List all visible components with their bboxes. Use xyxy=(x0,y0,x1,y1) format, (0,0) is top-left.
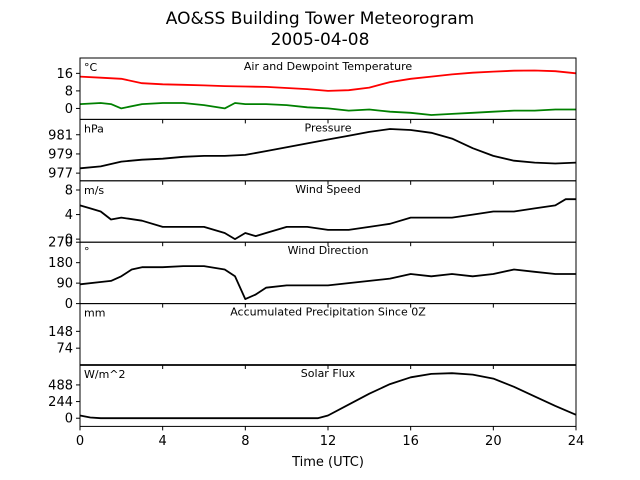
panel-wind-speed: 0 4 8 m/s Wind Speed xyxy=(65,180,577,248)
temperature-y-tick-label-0: 0 xyxy=(65,102,73,117)
x-tick-label-2: 8 xyxy=(241,434,249,449)
pressure-y-tick-label-2: 981 xyxy=(48,128,73,143)
solar-flux-y-tick-label-0: 0 xyxy=(65,412,73,427)
temperature-series-line-0 xyxy=(79,69,577,92)
precipitation-unit-label: mm xyxy=(84,307,105,320)
wind-direction-y-tick-label-2: 180 xyxy=(48,256,73,271)
wind-speed-unit-label: m/s xyxy=(84,184,104,197)
x-tick-label-0: 0 xyxy=(76,434,84,449)
temperature-unit-label: °C xyxy=(84,61,98,74)
precipitation-y-tick-label-0: 74 xyxy=(56,342,73,357)
panel-pressure: 977 979 981 hPa Pressure xyxy=(48,118,577,185)
chart-title-line-1: AO&SS Building Tower Meteorogram xyxy=(166,9,474,29)
x-axis: 0 4 8 12 16 20 24 xyxy=(76,434,584,449)
solar-flux-y-tick-label-1: 244 xyxy=(48,395,73,410)
temperature-y-tick-label-1: 8 xyxy=(65,84,73,99)
pressure-y-tick-label-1: 979 xyxy=(48,147,73,162)
precipitation-panel-title: Accumulated Precipitation Since 0Z xyxy=(230,306,426,319)
x-tick-label-5: 20 xyxy=(485,434,502,449)
solar-flux-unit-label: W/m^2 xyxy=(84,368,126,381)
wind-speed-y-tick-label-1: 4 xyxy=(65,208,73,223)
x-axis-label: Time (UTC) xyxy=(291,455,364,470)
chart-title-line-2: 2005-04-08 xyxy=(271,30,370,50)
temperature-series-line-1 xyxy=(79,102,576,116)
pressure-unit-label: hPa xyxy=(84,122,104,135)
wind-speed-series-line-0 xyxy=(79,198,576,240)
solar-flux-y-tick-label-2: 488 xyxy=(48,378,73,393)
pressure-y-tick-label-0: 977 xyxy=(48,167,73,182)
solar-flux-panel-title: Solar Flux xyxy=(301,367,356,380)
x-tick-label-4: 16 xyxy=(402,434,419,449)
wind-speed-y-tick-label-2: 8 xyxy=(65,184,73,199)
panel-solar-flux: 0 244 488 W/m^2 Solar Flux xyxy=(48,364,577,431)
pressure-series-line-0 xyxy=(79,128,577,170)
panels-group: 0 8 16 °C Air and Dewpoint Temperature 977 979… xyxy=(48,57,577,431)
x-tick-label-1: 4 xyxy=(159,434,167,449)
panel-wind-direction: 0 90 180 270 ° Wind Direction xyxy=(48,236,577,312)
pressure-panel-title: Pressure xyxy=(305,121,352,134)
wind-direction-unit-label: ° xyxy=(84,245,90,258)
wind-direction-y-tick-label-0: 0 xyxy=(65,297,73,312)
temperature-panel-title: Air and Dewpoint Temperature xyxy=(244,60,412,73)
wind-speed-panel-title: Wind Speed xyxy=(295,183,361,196)
temperature-y-tick-label-2: 16 xyxy=(56,67,73,82)
wind-speed-y-tick-label-0: 0 xyxy=(65,233,73,248)
precipitation-y-tick-label-1: 148 xyxy=(48,325,73,340)
panel-precipitation: 74 148 mm Accumulated Precipitation Since 0… xyxy=(48,303,577,369)
x-tick-label-3: 12 xyxy=(320,434,337,449)
x-tick-label-6: 24 xyxy=(568,434,585,449)
wind-direction-y-tick-label-1: 90 xyxy=(56,277,73,292)
wind-direction-panel-title: Wind Direction xyxy=(288,244,369,257)
wind-direction-y-tick-label-3: 270 xyxy=(48,236,73,251)
solar-flux-series-line-0 xyxy=(79,372,577,420)
wind-direction-series-line-0 xyxy=(79,265,576,300)
panel-temperature: 0 8 16 °C Air and Dewpoint Temperature xyxy=(56,57,577,124)
